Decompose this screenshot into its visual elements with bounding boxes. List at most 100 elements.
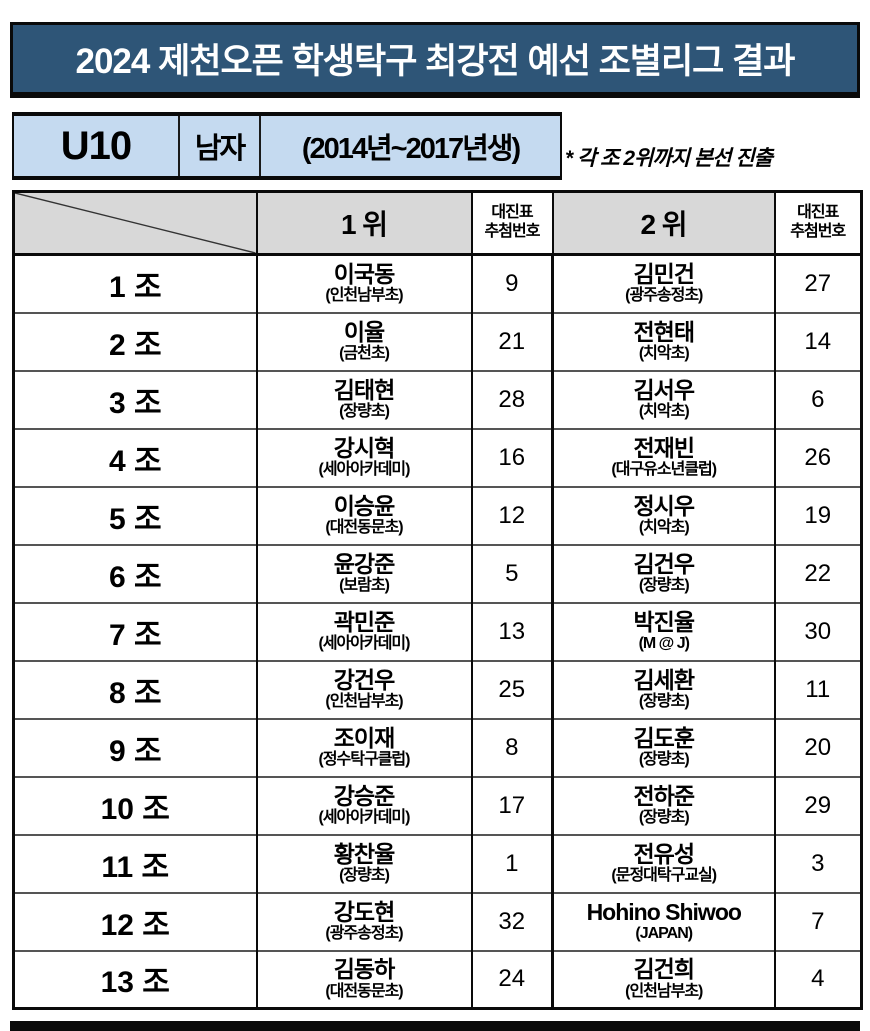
first-player-club: (대전동문초) bbox=[325, 518, 403, 536]
group-label: 12 조 bbox=[12, 891, 257, 951]
corner-cell bbox=[12, 191, 257, 256]
first-draw-number: 13 bbox=[470, 601, 553, 661]
second-draw-number: 6 bbox=[773, 369, 862, 429]
table-body: 1 조 이국동 (인천남부초) 9 김민건 (광주송정초) 27 2 조 이율 (금천초) 21 전현… bbox=[12, 253, 862, 1009]
first-player-name: 황찬율 bbox=[333, 840, 395, 867]
table-row: 11 조 황찬율 (장량초) 1 전유성 (문정대탁구교실) 3 bbox=[12, 833, 862, 893]
second-player-name: 김민건 bbox=[633, 260, 695, 287]
second-place-cell: 전하준 (장량초) bbox=[551, 775, 775, 835]
second-player-club: (장량초) bbox=[638, 750, 690, 768]
second-player-club: (JAPAN) bbox=[635, 924, 693, 942]
second-player-name: 전유성 bbox=[633, 840, 695, 867]
first-player-club: (인천남부초) bbox=[325, 287, 403, 305]
first-draw-number: 25 bbox=[470, 659, 553, 719]
column-header-draw1: 대진표 추첨번호 bbox=[470, 191, 553, 256]
second-draw-number: 29 bbox=[773, 775, 862, 835]
second-place-cell: 전현태 (치악초) bbox=[551, 311, 775, 371]
diagonal-line-icon bbox=[15, 193, 256, 253]
second-player-club: (인천남부초) bbox=[625, 982, 703, 1000]
division-label: U10 bbox=[60, 123, 132, 168]
second-player-name: 김세환 bbox=[633, 666, 695, 693]
group-label: 7 조 bbox=[12, 601, 257, 661]
second-draw-number: 30 bbox=[773, 601, 862, 661]
second-player-name: 전현태 bbox=[633, 318, 695, 345]
title-bar: 2024 제천오픈 학생탁구 최강전 예선 조별리그 결과 bbox=[10, 22, 860, 98]
second-player-name: 박진율 bbox=[633, 608, 695, 635]
first-player-club: (세아아카데미) bbox=[318, 460, 411, 478]
first-place-cell: 이율 (금천초) bbox=[255, 311, 472, 371]
group-label: 4 조 bbox=[12, 427, 257, 487]
first-place-cell: 이승윤 (대전동문초) bbox=[255, 485, 472, 545]
second-place-cell: 김건희 (인천남부초) bbox=[551, 949, 775, 1009]
first-place-cell: 조이재 (정수탁구클럽) bbox=[255, 717, 472, 777]
first-draw-number: 32 bbox=[470, 891, 553, 951]
second-draw-number: 11 bbox=[773, 659, 862, 719]
draw-header-line2: 추첨번호 bbox=[790, 223, 846, 240]
first-place-cell: 강도현 (광주송정초) bbox=[255, 891, 472, 951]
table-row: 6 조 윤강준 (보람초) 5 김건우 (장량초) 22 bbox=[12, 543, 862, 603]
first-place-cell: 김동하 (대전동문초) bbox=[255, 949, 472, 1009]
second-player-name: 전재빈 bbox=[633, 434, 695, 461]
second-player-club: (치악초) bbox=[638, 344, 690, 362]
first-player-name: 김태현 bbox=[333, 376, 395, 403]
group-label: 8 조 bbox=[12, 659, 257, 719]
second-player-club: (치악초) bbox=[638, 402, 690, 420]
first-draw-number: 21 bbox=[470, 311, 553, 371]
draw-header-line1: 대진표 bbox=[797, 204, 839, 222]
first-place-cell: 황찬율 (장량초) bbox=[255, 833, 472, 893]
second-player-club: (문정대탁구교실) bbox=[611, 866, 717, 884]
second-draw-number: 20 bbox=[773, 717, 862, 777]
first-place-cell: 강시혁 (세아아카데미) bbox=[255, 427, 472, 487]
second-place-cell: 김민건 (광주송정초) bbox=[551, 253, 775, 313]
second-player-name: Hohino Shiwoo bbox=[586, 898, 742, 925]
first-draw-number: 12 bbox=[470, 485, 553, 545]
second-player-name: 김도훈 bbox=[633, 724, 695, 751]
second-place-cell: 전재빈 (대구유소년클럽) bbox=[551, 427, 775, 487]
bottom-rule bbox=[10, 1021, 860, 1031]
first-place-cell: 김태현 (장량초) bbox=[255, 369, 472, 429]
first-player-name: 강시혁 bbox=[333, 434, 395, 461]
group-label: 5 조 bbox=[12, 485, 257, 545]
first-player-club: (광주송정초) bbox=[325, 924, 403, 942]
second-player-name: 김건우 bbox=[633, 550, 695, 577]
first-player-club: (장량초) bbox=[339, 402, 390, 420]
second-place-cell: 김건우 (장량초) bbox=[551, 543, 775, 603]
second-player-club: (장량초) bbox=[638, 808, 690, 826]
qualification-note: * 각 조 2위까지 본선 진출 bbox=[565, 147, 773, 170]
first-player-name: 이승윤 bbox=[333, 492, 395, 519]
table-row: 4 조 강시혁 (세아아카데미) 16 전재빈 (대구유소년클럽) 26 bbox=[12, 427, 862, 487]
first-player-name: 강건우 bbox=[333, 666, 395, 693]
second-place-cell: 전유성 (문정대탁구교실) bbox=[551, 833, 775, 893]
first-player-club: (장량초) bbox=[339, 866, 390, 884]
group-label: 9 조 bbox=[12, 717, 257, 777]
group-results-table: 1 위 대진표 추첨번호 2 위 대진표 추첨번호 1 조 이국동 (인천남부초) 9… bbox=[12, 190, 863, 1010]
draw-header-line1: 대진표 bbox=[491, 204, 533, 222]
first-place-cell: 강승준 (세아아카데미) bbox=[255, 775, 472, 835]
table-row: 7 조 곽민준 (세아아카데미) 13 박진율 (M @ J) 30 bbox=[12, 601, 862, 661]
first-draw-number: 28 bbox=[470, 369, 553, 429]
second-player-club: (치악초) bbox=[638, 518, 690, 536]
group-label: 10 조 bbox=[12, 775, 257, 835]
group-label: 13 조 bbox=[12, 949, 257, 1009]
first-place-cell: 이국동 (인천남부초) bbox=[255, 253, 472, 313]
second-draw-number: 14 bbox=[773, 311, 862, 371]
table-header-row: 1 위 대진표 추첨번호 2 위 대진표 추첨번호 bbox=[12, 191, 862, 256]
second-place-cell: 박진율 (M @ J) bbox=[551, 601, 775, 661]
first-draw-number: 5 bbox=[470, 543, 553, 603]
page-title: 2024 제천오픈 학생탁구 최강전 예선 조별리그 결과 bbox=[75, 42, 795, 81]
group-label: 1 조 bbox=[12, 253, 257, 313]
first-player-name: 조이재 bbox=[333, 724, 395, 751]
second-draw-number: 26 bbox=[773, 427, 862, 487]
second-player-name: 김서우 bbox=[633, 376, 695, 403]
group-label: 6 조 bbox=[12, 543, 257, 603]
second-player-club: (광주송정초) bbox=[625, 287, 703, 305]
first-draw-number: 17 bbox=[470, 775, 553, 835]
first-player-name: 강승준 bbox=[333, 782, 395, 809]
first-player-club: (세아아카데미) bbox=[318, 634, 411, 652]
first-draw-number: 24 bbox=[470, 949, 553, 1009]
table-row: 10 조 강승준 (세아아카데미) 17 전하준 (장량초) 29 bbox=[12, 775, 862, 835]
second-player-name: 전하준 bbox=[633, 782, 695, 809]
first-draw-number: 9 bbox=[470, 253, 553, 313]
second-player-name: 정시우 bbox=[633, 492, 695, 519]
column-header-rank1: 1 위 bbox=[255, 191, 472, 256]
